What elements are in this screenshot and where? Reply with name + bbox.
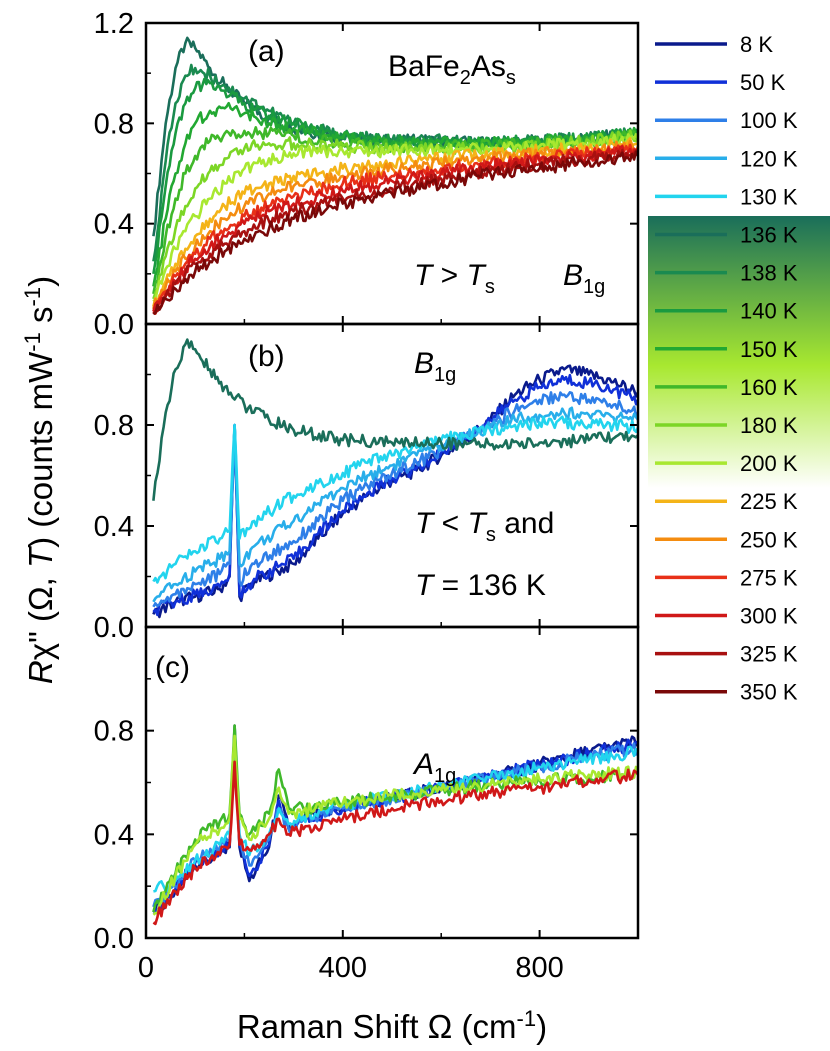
panel-b-y-ticks: 0.0 0.4 0.8 (94, 373, 638, 644)
legend-label: 350 K (740, 680, 798, 705)
panel-c-series-200K (152, 734, 638, 916)
panel-c-y-tick-label: 0.0 (94, 923, 134, 955)
panel-b-condition-label: T < Ts and (415, 507, 554, 546)
panel-b-condition-label-2: T = 136 K (415, 569, 546, 602)
panel-b-series-130K (152, 415, 638, 584)
panel-a-condition-label: T > Ts (414, 259, 495, 298)
panel-a-y-tick-label: 0.8 (94, 108, 134, 140)
panel-c: 0.0 0.4 0.8 (c) A1g (94, 625, 640, 955)
legend-label: 150 K (740, 337, 798, 362)
legend-label: 138 K (740, 261, 798, 286)
panel-a-tag: (a) (248, 35, 285, 68)
panel-b-y-tick-label: 0.8 (94, 410, 134, 442)
x-tick-label: 800 (515, 952, 563, 984)
legend-label: 50 K (740, 70, 786, 95)
panel-a-series-275K (152, 143, 638, 315)
panel-a-y-tick-label: 0.0 (94, 309, 134, 341)
panel-b-y-tick-label: 0.0 (94, 612, 134, 644)
panel-c-y-tick-label: 0.4 (94, 819, 134, 851)
legend-label: 130 K (740, 184, 798, 209)
x-tick-label: 400 (319, 952, 367, 984)
legend-label: 275 K (740, 565, 798, 590)
panel-a-series-350K (152, 150, 638, 316)
panel-c-series-160K (152, 724, 638, 913)
panel-a-symmetry-label: B1g (563, 259, 605, 298)
panel-c-y-tick-label: 0.8 (94, 716, 134, 748)
panel-a-y-ticks: 0.0 0.4 0.8 1.2 (94, 8, 638, 341)
panel-b: 0.0 0.4 0.8 (b) B1g T < Ts and T = 136 K (94, 322, 640, 644)
panel-b-symmetry-label: B1g (414, 347, 456, 386)
panel-a-y-tick-label: 1.2 (94, 8, 134, 40)
panel-a-series-200K (152, 133, 638, 303)
x-tick-label: 0 (138, 952, 154, 984)
panel-a-series (152, 36, 638, 316)
legend-label: 120 K (740, 146, 798, 171)
panel-c-symmetry-label: A1g (412, 748, 456, 787)
legend-label: 300 K (740, 604, 798, 629)
panel-b-series-136K (152, 338, 638, 501)
panel-b-series (152, 338, 638, 619)
panel-c-series-300K (152, 760, 638, 926)
panel-c-tag: (c) (155, 651, 190, 684)
panel-a-series-300K (152, 145, 638, 312)
legend-label: 200 K (740, 451, 798, 476)
legend-label: 8 K (740, 32, 773, 57)
legend-label: 180 K (740, 413, 798, 438)
legend-label: 100 K (740, 108, 798, 133)
legend-label: 325 K (740, 642, 798, 667)
legend-highlight-band (648, 216, 830, 488)
x-ticks: 0 400 800 (138, 23, 564, 984)
legend-label: 136 K (740, 223, 798, 248)
legend-label: 140 K (740, 299, 798, 324)
y-axis-title: Rχ" (Ω, T) (counts mW-1 s-1) (20, 276, 59, 684)
panel-a-y-tick-label: 0.4 (94, 209, 134, 241)
panel-b-series-100K (152, 391, 638, 608)
legend-label: 250 K (740, 527, 798, 552)
legend-label: 160 K (740, 375, 798, 400)
legend-label: 225 K (740, 489, 798, 514)
panel-b-y-tick-label: 0.4 (94, 511, 134, 543)
panel-b-tag: (b) (248, 340, 285, 373)
legend: 8 K 50 K 100 K 120 K 130 K 136 K 138 K 140 K 150… (655, 32, 798, 705)
panel-c-y-ticks: 0.0 0.4 0.8 (94, 678, 638, 955)
x-axis-title: Raman Shift Ω (cm-1) (237, 1006, 547, 1045)
panel-a-compound-label: BaFe2Ass (388, 50, 516, 89)
panel-c-series (152, 724, 638, 926)
panel-b-series-120K (152, 406, 638, 603)
panel-b-series-50K (152, 373, 638, 617)
panel-a: 0.0 0.4 0.8 1.2 (a) BaFe2Ass T > Ts B1g (94, 8, 640, 341)
